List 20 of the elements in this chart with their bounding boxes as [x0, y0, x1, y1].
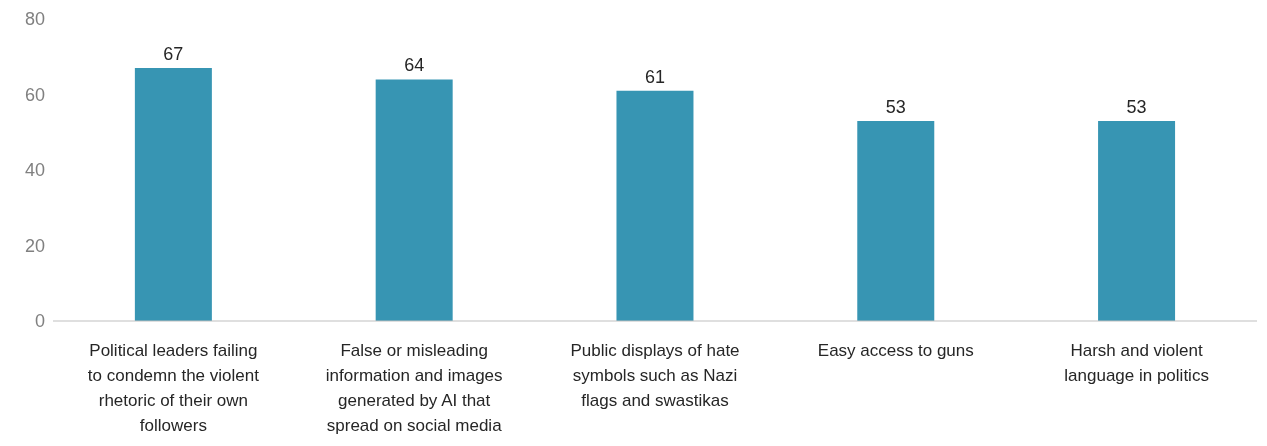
data-label: 64 — [404, 55, 425, 76]
bar — [134, 68, 212, 321]
data-label: 53 — [1126, 96, 1147, 117]
data-label: 61 — [644, 66, 665, 87]
x-tick-label: Easy access to guns — [817, 341, 974, 360]
x-tick-label: Public displays of hate symbols such as Nazi flags and swastikas — [570, 341, 740, 410]
bar — [616, 90, 694, 321]
y-tick-label: 0 — [34, 311, 45, 332]
y-tick-label: 80 — [24, 9, 45, 30]
data-label: 67 — [163, 44, 184, 65]
y-tick-label: 40 — [24, 160, 45, 181]
x-tick-label: Political leaders failing to condemn the violent rhetoric of their own followers — [87, 341, 260, 435]
data-label: 53 — [885, 96, 906, 117]
bar — [375, 79, 453, 321]
y-tick-label: 20 — [24, 235, 45, 256]
x-tick-label: Harsh and violent language in politics — [1064, 341, 1209, 385]
y-tick-label: 60 — [24, 84, 45, 105]
x-tick-label: False or misleading information and images generated by AI that spread on social media — [325, 341, 503, 435]
bar — [1098, 120, 1176, 321]
bar — [857, 120, 935, 321]
